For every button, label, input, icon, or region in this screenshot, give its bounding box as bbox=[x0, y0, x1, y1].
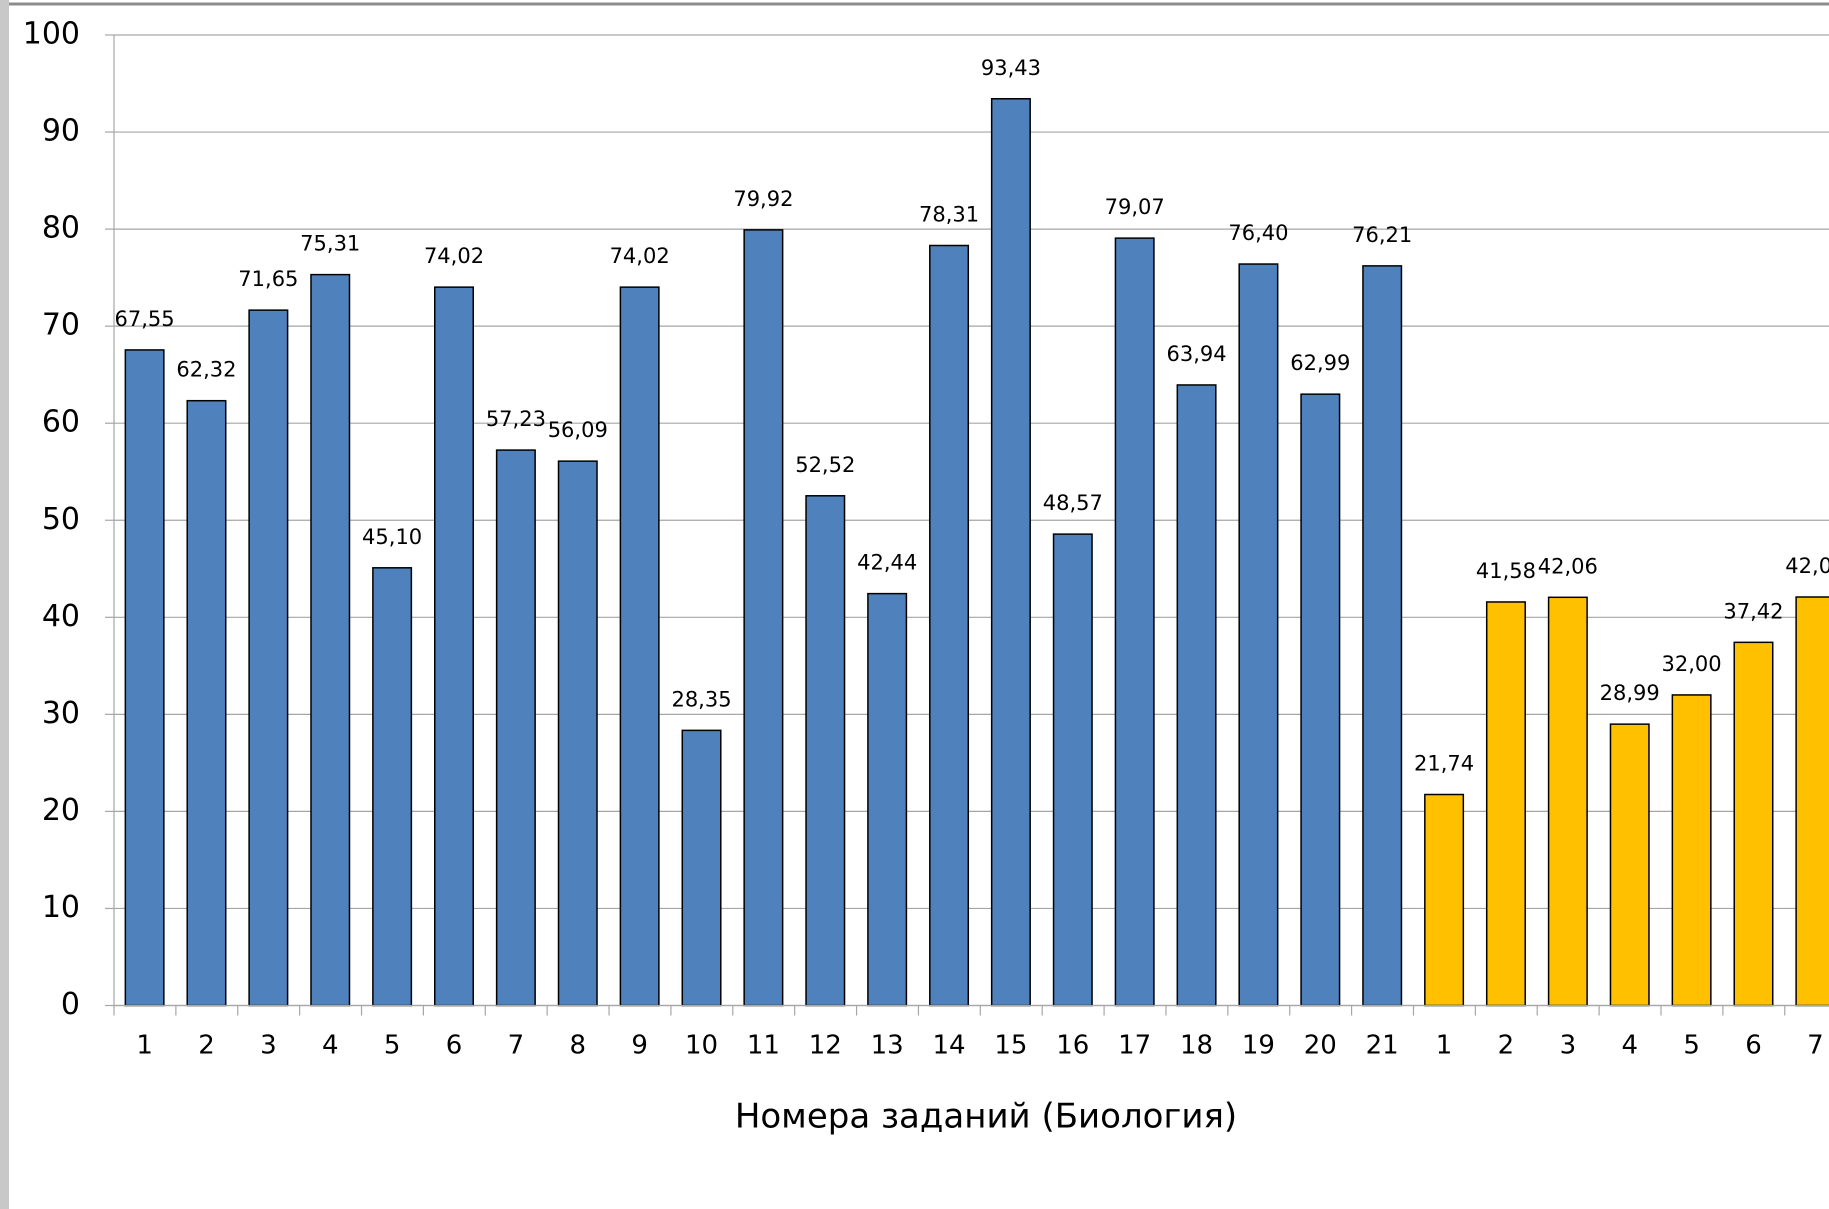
x-tick-label: 11 bbox=[747, 1031, 780, 1061]
bar bbox=[1671, 694, 1712, 1007]
value-label: 75,31 bbox=[300, 232, 360, 256]
window-edge bbox=[0, 0, 9, 1209]
bar bbox=[681, 729, 722, 1007]
bar bbox=[1733, 641, 1774, 1007]
y-tick-label: 40 bbox=[42, 599, 80, 634]
y-tick-label: 100 bbox=[23, 17, 80, 52]
x-tick-label: 4 bbox=[1621, 1031, 1638, 1061]
value-label: 71,65 bbox=[238, 267, 298, 291]
value-label: 42,44 bbox=[857, 551, 917, 575]
bar bbox=[434, 286, 474, 1007]
bar bbox=[1176, 384, 1217, 1007]
x-tick-label: 9 bbox=[631, 1031, 648, 1061]
x-tick-label: 17 bbox=[1118, 1031, 1151, 1061]
bar bbox=[1609, 723, 1650, 1007]
value-label: 37,42 bbox=[1723, 599, 1783, 623]
bar bbox=[1300, 393, 1341, 1007]
value-label: 62,32 bbox=[176, 358, 236, 382]
y-tick-label: 90 bbox=[42, 114, 80, 149]
value-label: 62,99 bbox=[1290, 351, 1350, 375]
x-tick-label: 3 bbox=[260, 1031, 277, 1061]
x-tick-label: 7 bbox=[508, 1031, 525, 1061]
x-tick-label: 12 bbox=[809, 1031, 842, 1061]
y-tick-label: 10 bbox=[42, 890, 80, 925]
x-tick-label: 16 bbox=[1056, 1031, 1089, 1061]
y-tick-label: 50 bbox=[42, 502, 80, 537]
bar bbox=[557, 460, 598, 1007]
bar bbox=[805, 495, 846, 1007]
x-tick-label: 21 bbox=[1366, 1031, 1399, 1061]
y-tick-label: 80 bbox=[42, 211, 80, 246]
value-label: 28,35 bbox=[671, 687, 731, 711]
x-tick-label: 6 bbox=[446, 1031, 463, 1061]
bar bbox=[1362, 265, 1403, 1007]
x-tick-label: 15 bbox=[994, 1031, 1027, 1061]
bar bbox=[1547, 596, 1588, 1007]
x-tick-label: 3 bbox=[1560, 1031, 1577, 1061]
bar bbox=[990, 98, 1031, 1007]
x-tick-label: 5 bbox=[1683, 1031, 1700, 1061]
value-label: 41,58 bbox=[1476, 559, 1536, 583]
bar bbox=[124, 349, 165, 1007]
y-tick-label: 20 bbox=[42, 793, 80, 828]
x-tick-label: 18 bbox=[1180, 1031, 1213, 1061]
x-tick-label: 2 bbox=[198, 1031, 215, 1061]
x-tick-label: 19 bbox=[1242, 1031, 1275, 1061]
bar bbox=[743, 229, 784, 1007]
y-tick-label: 0 bbox=[61, 987, 80, 1022]
value-label: 79,92 bbox=[733, 187, 793, 211]
x-tick-label: 1 bbox=[1436, 1031, 1453, 1061]
value-label: 52,52 bbox=[795, 453, 855, 477]
x-tick-label: 13 bbox=[871, 1031, 904, 1061]
bar bbox=[372, 567, 413, 1007]
y-tick-label: 60 bbox=[42, 405, 80, 440]
value-label: 48,57 bbox=[1043, 491, 1103, 515]
y-tick-label: 30 bbox=[42, 696, 80, 731]
x-tick-label: 1 bbox=[136, 1031, 153, 1061]
value-label: 74,02 bbox=[424, 244, 484, 268]
value-label: 28,99 bbox=[1600, 681, 1660, 705]
value-label: 67,55 bbox=[115, 307, 175, 331]
value-label: 74,02 bbox=[610, 244, 670, 268]
value-label: 56,09 bbox=[548, 418, 608, 442]
x-tick-label: 4 bbox=[322, 1031, 339, 1061]
x-tick-label: 20 bbox=[1304, 1031, 1337, 1061]
x-tick-label: 14 bbox=[932, 1031, 965, 1061]
x-tick-label: 7 bbox=[1807, 1031, 1824, 1061]
x-tick-label: 8 bbox=[569, 1031, 586, 1061]
x-tick-label: 10 bbox=[685, 1031, 718, 1061]
bar bbox=[1424, 793, 1465, 1007]
bar bbox=[248, 309, 289, 1007]
bar bbox=[1052, 533, 1093, 1007]
value-label: 63,94 bbox=[1166, 342, 1226, 366]
bar bbox=[1485, 601, 1526, 1007]
value-label: 21,74 bbox=[1414, 752, 1474, 776]
bar bbox=[929, 244, 970, 1007]
x-tick-label: 6 bbox=[1745, 1031, 1762, 1061]
bar bbox=[495, 449, 536, 1007]
value-label: 76,21 bbox=[1352, 223, 1412, 247]
y-tick-label: 70 bbox=[42, 308, 80, 343]
value-label: 57,23 bbox=[486, 407, 546, 431]
value-label: 78,31 bbox=[919, 203, 979, 227]
bar bbox=[867, 592, 908, 1007]
value-label: 42,06 bbox=[1538, 554, 1598, 578]
value-label: 45,10 bbox=[362, 525, 422, 549]
bar bbox=[1795, 596, 1829, 1007]
bar bbox=[619, 286, 660, 1007]
x-axis-title: Номера заданий (Биология) bbox=[735, 1097, 1237, 1137]
value-label: 32,00 bbox=[1662, 652, 1722, 676]
value-label: 42,09 bbox=[1785, 554, 1829, 578]
bar bbox=[1238, 263, 1279, 1007]
x-tick-label: 5 bbox=[384, 1031, 401, 1061]
bar bbox=[1114, 237, 1155, 1007]
value-label: 79,07 bbox=[1105, 195, 1165, 219]
bar bbox=[186, 399, 227, 1007]
x-tick-label: 2 bbox=[1498, 1031, 1515, 1061]
bar bbox=[310, 273, 351, 1007]
value-label: 93,43 bbox=[981, 56, 1041, 80]
value-label: 76,40 bbox=[1228, 221, 1288, 245]
